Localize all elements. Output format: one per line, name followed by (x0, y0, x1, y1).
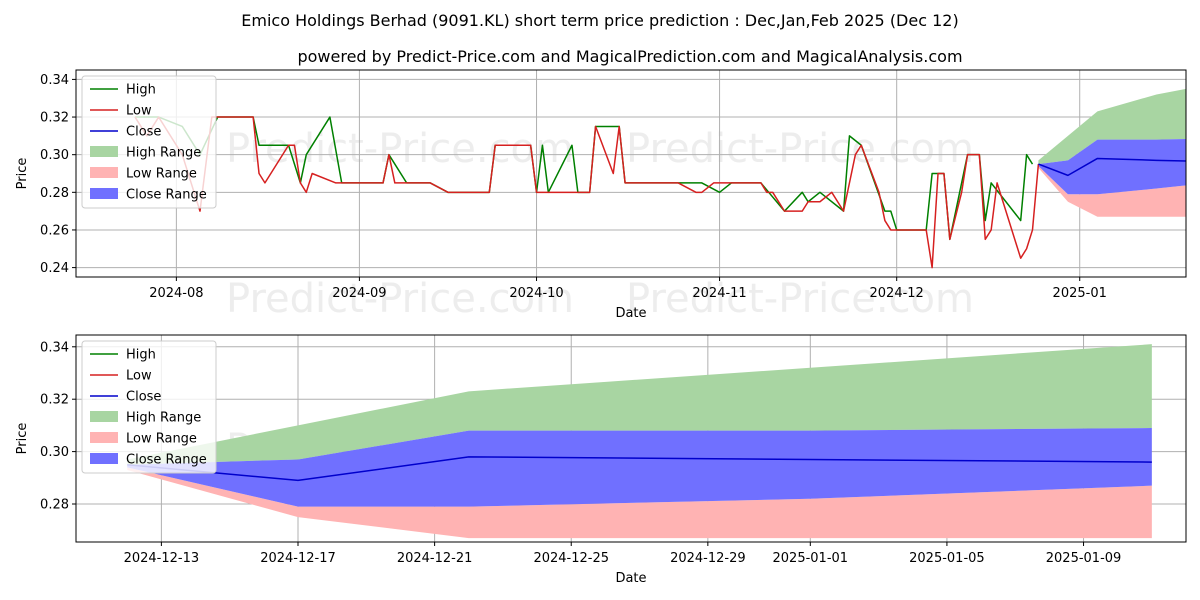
y-axis-label: Price (15, 423, 30, 455)
plot-area (127, 344, 1152, 539)
y-tick-label: 0.34 (40, 340, 69, 355)
axes-frame (75, 69, 1187, 278)
y-tick-label: 0.26 (40, 223, 69, 238)
x-tick-label: 2024-12 (870, 286, 924, 301)
x-tick-label: 2024-10 (509, 286, 563, 301)
close-series-line (1038, 157, 1186, 177)
watermark-text: Predict-Price.com (226, 276, 574, 322)
x-tick-label: 2024-12-13 (124, 551, 200, 566)
low-range-band (127, 467, 1152, 539)
y-tick-label: 0.28 (40, 186, 69, 201)
y-axis-label: Price (15, 158, 30, 190)
chart-title: Emico Holdings Berhad (9091.KL) short te… (241, 11, 958, 30)
legend-label-high: High (126, 83, 156, 98)
axes-frame (75, 334, 1187, 543)
low-series-line (134, 116, 1040, 269)
legend-label-close: Close (126, 125, 161, 140)
watermark-text: Predict-Price.com (626, 276, 974, 322)
high-range-band (127, 344, 1152, 465)
x-tick-label: 2025-01-09 (1046, 551, 1122, 566)
legend-swatch-low-range (90, 167, 118, 178)
watermark-text: Predict-Price.com (626, 126, 974, 172)
low-range-band (1038, 165, 1186, 217)
x-tick-label: 2024-11 (692, 286, 746, 301)
legend-label-low-range: Low Range (126, 432, 197, 447)
legend: High Low Close High Range Low Range Close Ran… (81, 75, 217, 209)
x-tick-label: 2024-09 (332, 286, 386, 301)
y-tick-label: 0.30 (40, 148, 69, 163)
chart-subtitle: powered by Predict-Price.com and Magical… (297, 47, 962, 66)
y-tick-label: 0.34 (40, 73, 69, 88)
legend-label-high: High (126, 348, 156, 363)
high-range-band (1038, 88, 1186, 165)
close-range-band (127, 428, 1152, 507)
y-tick-label: 0.28 (40, 498, 69, 513)
y-tick-label: 0.32 (40, 111, 69, 126)
legend-label-low: Low (126, 104, 152, 119)
legend-label-low-range: Low Range (126, 167, 197, 182)
x-tick-label: 2024-12-29 (670, 551, 746, 566)
legend-label-high-range: High Range (126, 411, 201, 426)
plot-area (134, 88, 1186, 269)
bottom-panel: Predict-Price.comPredict-Price.com2024-1… (15, 334, 1187, 586)
x-tick-label: 2025-01-01 (773, 551, 849, 566)
close-series-line (127, 456, 1152, 482)
legend: High Low Close High Range Low Range Close Ran… (81, 340, 217, 474)
x-axis-label: Date (615, 306, 646, 321)
legend-swatch-high-range (90, 146, 118, 157)
legend-label-close-range: Close Range (126, 188, 207, 203)
x-tick-label: 2024-08 (149, 286, 203, 301)
watermark-text: Predict-Price.com (226, 126, 574, 172)
x-tick-label: 2025-01-05 (909, 551, 985, 566)
x-tick-label: 2024-12-25 (533, 551, 609, 566)
top-panel: Predict-Price.com Predict-Price.com Predic… (15, 69, 1187, 322)
x-tick-label: 2025-01 (1053, 286, 1107, 301)
grid: 2024-08 2024-09 2024-10 2024-11 2024-12 2025-… (40, 70, 1186, 301)
legend-label-low: Low (126, 369, 152, 384)
legend-label-close: Close (126, 390, 161, 405)
y-tick-label: 0.32 (40, 393, 69, 408)
legend-label-high-range: High Range (126, 146, 201, 161)
x-tick-label: 2024-12-21 (397, 551, 473, 566)
legend-swatch-close-range (90, 188, 118, 199)
close-range-band (1038, 139, 1186, 195)
legend-swatch-close-range (90, 453, 118, 464)
x-tick-label: 2024-12-17 (260, 551, 336, 566)
y-tick-label: 0.24 (40, 261, 69, 276)
legend-swatch-low-range (90, 432, 118, 443)
y-tick-label: 0.30 (40, 445, 69, 460)
legend-swatch-high-range (90, 411, 118, 422)
x-axis-label: Date (615, 571, 646, 586)
legend-label-close-range: Close Range (126, 453, 207, 468)
